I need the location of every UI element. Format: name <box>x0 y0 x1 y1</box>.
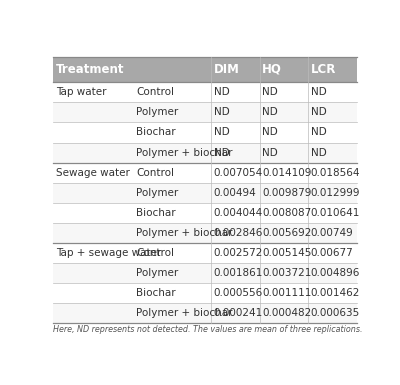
Text: Polymer: Polymer <box>136 107 178 117</box>
Text: 0.004896: 0.004896 <box>311 268 360 278</box>
Text: ND: ND <box>262 107 278 117</box>
Text: ND: ND <box>214 107 229 117</box>
Text: 0.009879: 0.009879 <box>262 188 312 198</box>
Text: Biochar: Biochar <box>136 208 176 218</box>
Text: ND: ND <box>311 147 326 157</box>
Text: 0.000556: 0.000556 <box>214 288 263 298</box>
FancyBboxPatch shape <box>53 57 357 82</box>
Text: LCR: LCR <box>311 63 336 76</box>
Text: ND: ND <box>311 107 326 117</box>
Text: Control: Control <box>136 167 174 177</box>
Text: 0.000241: 0.000241 <box>214 308 263 318</box>
Text: Control: Control <box>136 248 174 258</box>
Text: 0.004044: 0.004044 <box>214 208 263 218</box>
Text: ND: ND <box>262 87 278 97</box>
Text: 0.001861: 0.001861 <box>214 268 263 278</box>
Text: DIM: DIM <box>214 63 240 76</box>
Text: 0.003721: 0.003721 <box>262 268 312 278</box>
Text: ND: ND <box>262 127 278 137</box>
Text: Polymer: Polymer <box>136 268 178 278</box>
Text: ND: ND <box>311 87 326 97</box>
Text: 0.014109: 0.014109 <box>262 167 312 177</box>
FancyBboxPatch shape <box>53 82 357 102</box>
Text: Polymer: Polymer <box>136 188 178 198</box>
Text: Here, ND represents not detected. The values are mean of three replications.: Here, ND represents not detected. The va… <box>53 325 363 334</box>
FancyBboxPatch shape <box>53 142 357 162</box>
Text: 0.00677: 0.00677 <box>311 248 354 258</box>
Text: 0.00749: 0.00749 <box>311 228 354 238</box>
Text: 0.001111: 0.001111 <box>262 288 312 298</box>
Text: 0.002572: 0.002572 <box>214 248 263 258</box>
Text: Sewage water: Sewage water <box>56 167 130 177</box>
Text: ND: ND <box>311 127 326 137</box>
Text: Tap water: Tap water <box>56 87 106 97</box>
Text: 0.005692: 0.005692 <box>262 228 312 238</box>
FancyBboxPatch shape <box>53 122 357 142</box>
Text: 0.001462: 0.001462 <box>311 288 360 298</box>
Text: 0.000482: 0.000482 <box>262 308 312 318</box>
Text: HQ: HQ <box>262 63 282 76</box>
Text: Polymer + biochar: Polymer + biochar <box>136 147 232 157</box>
Text: ND: ND <box>214 147 229 157</box>
FancyBboxPatch shape <box>53 102 357 122</box>
Text: Treatment: Treatment <box>56 63 124 76</box>
Text: 0.018564: 0.018564 <box>311 167 360 177</box>
FancyBboxPatch shape <box>53 263 357 283</box>
FancyBboxPatch shape <box>53 243 357 263</box>
FancyBboxPatch shape <box>53 183 357 203</box>
FancyBboxPatch shape <box>53 303 357 323</box>
Text: Control: Control <box>136 87 174 97</box>
Text: Polymer + biochar: Polymer + biochar <box>136 308 232 318</box>
Text: 0.00494: 0.00494 <box>214 188 256 198</box>
FancyBboxPatch shape <box>53 162 357 183</box>
Text: ND: ND <box>262 147 278 157</box>
Text: ND: ND <box>214 127 229 137</box>
Text: Biochar: Biochar <box>136 288 176 298</box>
Text: 0.007054: 0.007054 <box>214 167 263 177</box>
Text: 0.008087: 0.008087 <box>262 208 312 218</box>
Text: 0.000635: 0.000635 <box>311 308 360 318</box>
FancyBboxPatch shape <box>53 203 357 223</box>
Text: ND: ND <box>214 87 229 97</box>
Text: 0.012999: 0.012999 <box>311 188 360 198</box>
Text: 0.005145: 0.005145 <box>262 248 312 258</box>
FancyBboxPatch shape <box>53 283 357 303</box>
Text: Biochar: Biochar <box>136 127 176 137</box>
Text: Polymer + biochar: Polymer + biochar <box>136 228 232 238</box>
Text: 0.010641: 0.010641 <box>311 208 360 218</box>
Text: 0.002846: 0.002846 <box>214 228 263 238</box>
FancyBboxPatch shape <box>53 223 357 243</box>
Text: Tap + sewage water: Tap + sewage water <box>56 248 161 258</box>
